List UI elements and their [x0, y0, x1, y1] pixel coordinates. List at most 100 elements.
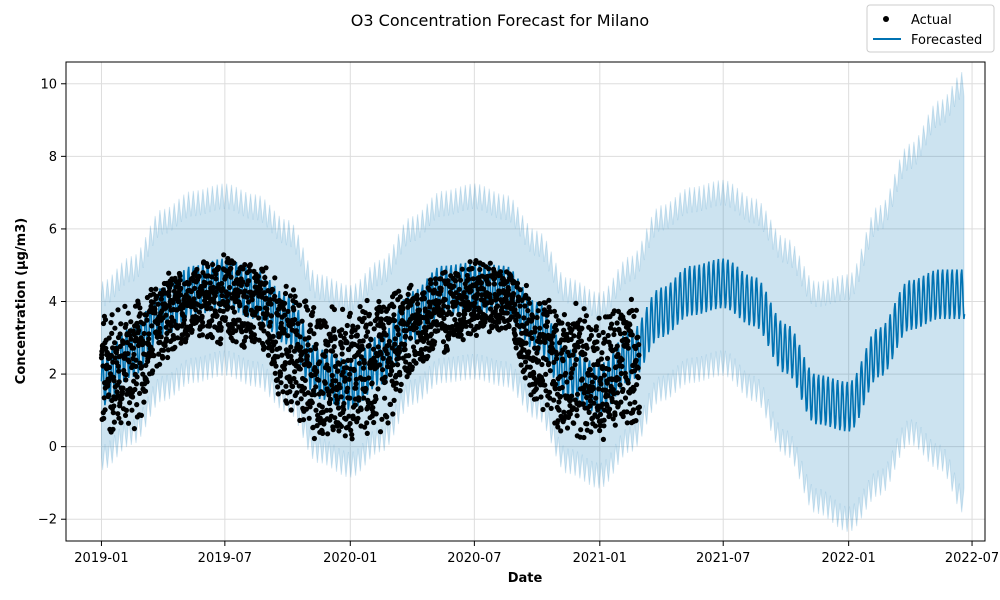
actual-point: [106, 335, 112, 341]
actual-point: [361, 360, 367, 366]
actual-point: [102, 317, 109, 323]
actual-point: [601, 417, 607, 423]
actual-point: [192, 285, 198, 291]
actual-point: [386, 338, 392, 344]
actual-point: [430, 346, 436, 352]
actual-point: [151, 353, 157, 359]
actual-point: [185, 332, 191, 338]
actual-point: [127, 332, 133, 338]
actual-point: [457, 277, 464, 283]
actual-point: [391, 397, 397, 403]
actual-point: [123, 372, 129, 378]
actual-point: [287, 293, 294, 299]
actual-point: [415, 301, 421, 307]
actual-point: [351, 367, 357, 373]
actual-point: [374, 315, 380, 321]
actual-point: [584, 394, 590, 401]
actual-point: [340, 359, 347, 365]
actual-point: [617, 382, 623, 388]
actual-point: [278, 380, 284, 386]
actual-point: [473, 332, 479, 338]
actual-point: [133, 363, 139, 369]
actual-point: [360, 338, 366, 344]
actual-point: [444, 347, 450, 353]
actual-point: [600, 436, 607, 442]
actual-point: [141, 399, 147, 405]
actual-point: [243, 311, 249, 317]
actual-point: [588, 332, 595, 339]
actual-point: [555, 424, 561, 430]
actual-point: [327, 417, 333, 423]
actual-point: [624, 409, 630, 415]
actual-point: [373, 396, 379, 402]
actual-point: [277, 345, 283, 351]
actual-point: [552, 381, 559, 387]
actual-point: [428, 280, 434, 287]
actual-point: [133, 381, 139, 387]
actual-point: [523, 282, 530, 289]
y-axis-ticks: −2 0 2 4 6 8 10: [38, 77, 66, 528]
legend-forecast-label: Forecasted: [911, 33, 982, 48]
actual-point: [544, 319, 551, 325]
actual-point: [313, 384, 319, 390]
actual-point: [533, 386, 540, 392]
actual-point: [377, 429, 384, 435]
actual-point: [308, 327, 314, 333]
actual-point: [562, 345, 568, 351]
legend-actual-label: Actual: [911, 13, 952, 28]
actual-point: [168, 323, 174, 329]
actual-point: [122, 303, 128, 309]
actual-point: [445, 278, 451, 284]
actual-point: [409, 364, 415, 370]
actual-point: [571, 420, 577, 426]
actual-point: [361, 315, 367, 321]
actual-point: [128, 319, 134, 325]
actual-point: [139, 342, 145, 348]
actual-point: [455, 273, 461, 279]
actual-point: [101, 395, 107, 401]
actual-point: [612, 327, 618, 333]
actual-point: [543, 356, 549, 363]
actual-point: [325, 431, 331, 437]
actual-point: [596, 315, 602, 321]
actual-point: [551, 397, 557, 403]
actual-point: [264, 306, 270, 312]
actual-point: [480, 286, 487, 292]
actual-point: [243, 334, 249, 340]
actual-point: [158, 334, 164, 340]
actual-point: [364, 430, 370, 436]
actual-point: [614, 343, 620, 349]
actual-point: [275, 312, 281, 318]
actual-point: [499, 325, 505, 331]
actual-point: [177, 277, 183, 283]
actual-point: [448, 311, 454, 317]
actual-point: [225, 304, 231, 310]
actual-point: [544, 323, 550, 329]
actual-point: [233, 339, 239, 345]
actual-point: [592, 423, 599, 429]
actual-point: [317, 359, 323, 365]
actual-point: [579, 325, 585, 331]
actual-point: [274, 377, 280, 383]
actual-point: [557, 393, 564, 400]
actual-point: [242, 288, 248, 294]
actual-point: [537, 325, 543, 331]
actual-point: [572, 362, 578, 368]
actual-point: [131, 351, 137, 358]
actual-point: [605, 393, 611, 399]
actual-point: [594, 346, 600, 352]
actual-point: [366, 311, 372, 317]
actual-point: [138, 412, 144, 418]
actual-point: [347, 420, 353, 427]
x-axis-title: Date: [508, 571, 543, 586]
actual-point: [333, 378, 339, 384]
actual-point: [416, 307, 422, 313]
x-tick-label: 2019-01: [74, 551, 128, 566]
actual-point: [534, 396, 540, 402]
actual-point: [281, 330, 287, 336]
actual-point: [553, 327, 560, 333]
actual-point: [291, 307, 297, 313]
actual-point: [277, 370, 284, 376]
actual-point: [348, 334, 354, 340]
actual-point: [522, 303, 528, 309]
